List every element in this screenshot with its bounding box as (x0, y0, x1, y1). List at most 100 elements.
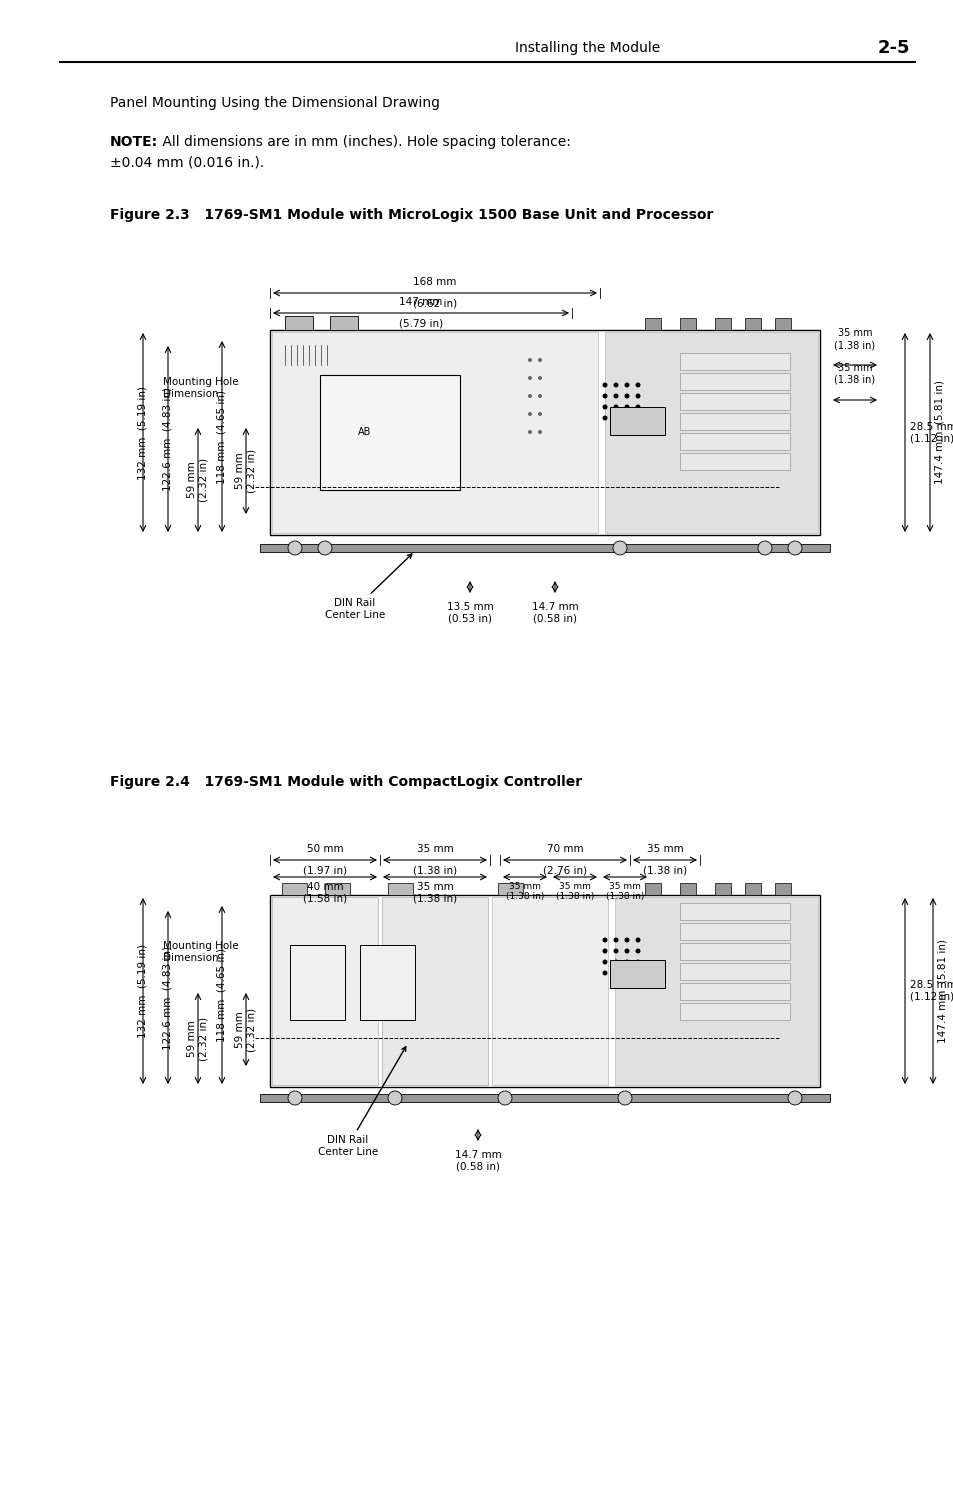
Text: 35 mm: 35 mm (646, 845, 682, 854)
Text: 59 mm
(2.32 in): 59 mm (2.32 in) (235, 449, 256, 494)
Circle shape (613, 404, 618, 409)
Bar (679, 318, 696, 330)
Bar (774, 318, 790, 330)
Text: 2-5: 2-5 (877, 39, 909, 57)
Text: Installing the Module: Installing the Module (515, 42, 659, 55)
Text: 35 mm
(1.38 in): 35 mm (1.38 in) (413, 882, 456, 904)
Circle shape (787, 1091, 801, 1105)
Text: 35 mm
(1.38 in): 35 mm (1.38 in) (834, 363, 875, 385)
Circle shape (624, 971, 629, 975)
Circle shape (613, 937, 618, 943)
Bar (497, 883, 522, 895)
Bar (609, 407, 664, 436)
Circle shape (527, 430, 532, 434)
Text: 118 mm  (4.65 in): 118 mm (4.65 in) (216, 949, 227, 1042)
Text: Mounting Hole
Dimension: Mounting Hole Dimension (163, 378, 238, 399)
Bar (679, 903, 789, 920)
Bar (714, 883, 730, 895)
Circle shape (624, 404, 629, 409)
Text: 35 mm: 35 mm (416, 845, 453, 854)
Circle shape (635, 959, 639, 965)
Bar (492, 897, 607, 1086)
Bar (744, 318, 760, 330)
Text: (1.38 in): (1.38 in) (642, 865, 686, 876)
Text: 59 mm
(2.32 in): 59 mm (2.32 in) (187, 458, 209, 503)
Circle shape (635, 415, 639, 421)
Circle shape (613, 394, 618, 399)
Circle shape (758, 541, 771, 555)
Text: 147 mm: 147 mm (399, 297, 442, 306)
Circle shape (787, 541, 801, 555)
Bar (679, 883, 696, 895)
Bar (285, 317, 313, 330)
Circle shape (624, 949, 629, 953)
Text: 70 mm: 70 mm (546, 845, 582, 854)
Bar (679, 352, 789, 370)
Bar (381, 897, 488, 1086)
Circle shape (537, 430, 541, 434)
Text: Figure 2.4   1769-SM1 Module with CompactLogix Controller: Figure 2.4 1769-SM1 Module with CompactL… (110, 775, 581, 790)
Circle shape (613, 971, 618, 975)
Text: Figure 2.3   1769-SM1 Module with MicroLogix 1500 Base Unit and Processor: Figure 2.3 1769-SM1 Module with MicroLog… (110, 208, 713, 222)
Circle shape (527, 358, 532, 361)
Text: (1.38 in): (1.38 in) (413, 865, 456, 876)
Text: 132 mm  (5.19 in): 132 mm (5.19 in) (138, 385, 148, 479)
Text: 50 mm: 50 mm (306, 845, 343, 854)
Bar (604, 332, 817, 532)
Bar (679, 433, 789, 451)
Circle shape (635, 937, 639, 943)
Bar (272, 332, 598, 532)
Bar (679, 1004, 789, 1020)
Bar (359, 946, 415, 1020)
Circle shape (527, 412, 532, 416)
Bar (319, 375, 459, 491)
Text: (1.97 in): (1.97 in) (303, 865, 347, 876)
Bar (774, 883, 790, 895)
Text: 122.6 mm  (4.83 in): 122.6 mm (4.83 in) (163, 946, 172, 1050)
Text: 122.6 mm  (4.83 in): 122.6 mm (4.83 in) (163, 387, 172, 491)
Text: All dimensions are in mm (inches). Hole spacing tolerance:: All dimensions are in mm (inches). Hole … (158, 135, 570, 149)
Bar (679, 373, 789, 390)
Circle shape (624, 959, 629, 965)
Bar (744, 883, 760, 895)
Text: DIN Rail
Center Line: DIN Rail Center Line (325, 555, 412, 620)
Bar (330, 317, 357, 330)
Bar (679, 943, 789, 961)
Text: ±0.04 mm (0.016 in.).: ±0.04 mm (0.016 in.). (110, 156, 264, 170)
Text: 14.7 mm
(0.58 in): 14.7 mm (0.58 in) (455, 1149, 501, 1172)
Bar (679, 393, 789, 410)
Text: 28.5 mm
(1.12 in): 28.5 mm (1.12 in) (909, 422, 953, 443)
Text: 13.5 mm
(0.53 in): 13.5 mm (0.53 in) (446, 602, 493, 623)
Text: 28.5 mm
(1.12 in): 28.5 mm (1.12 in) (909, 980, 953, 1002)
Text: 168 mm: 168 mm (413, 277, 456, 287)
Text: AB: AB (358, 427, 372, 437)
Bar (714, 318, 730, 330)
Text: 147.4 mm  (5.81 in): 147.4 mm (5.81 in) (934, 381, 944, 485)
Bar (609, 961, 664, 987)
Circle shape (537, 376, 541, 381)
Circle shape (497, 1091, 512, 1105)
Text: Mounting Hole
Dimension: Mounting Hole Dimension (163, 941, 238, 962)
Circle shape (618, 1091, 631, 1105)
Text: 59 mm
(2.32 in): 59 mm (2.32 in) (187, 1017, 209, 1060)
Circle shape (317, 541, 332, 555)
Circle shape (537, 394, 541, 399)
Circle shape (602, 959, 607, 965)
Text: 35 mm
(1.38 in): 35 mm (1.38 in) (556, 882, 594, 901)
Bar (679, 964, 789, 980)
Text: 35 mm
(1.38 in): 35 mm (1.38 in) (605, 882, 643, 901)
Bar (644, 883, 660, 895)
Circle shape (527, 376, 532, 381)
Text: 132 mm  (5.19 in): 132 mm (5.19 in) (138, 944, 148, 1038)
Circle shape (613, 415, 618, 421)
Circle shape (537, 412, 541, 416)
Bar (679, 454, 789, 470)
Text: 35 mm
(1.38 in): 35 mm (1.38 in) (505, 882, 543, 901)
Bar (272, 897, 377, 1086)
Text: Panel Mounting Using the Dimensional Drawing: Panel Mounting Using the Dimensional Dra… (110, 97, 439, 110)
Text: 59 mm
(2.32 in): 59 mm (2.32 in) (235, 1007, 256, 1051)
Bar (270, 330, 820, 535)
Circle shape (602, 382, 607, 388)
Circle shape (288, 1091, 302, 1105)
Circle shape (635, 404, 639, 409)
